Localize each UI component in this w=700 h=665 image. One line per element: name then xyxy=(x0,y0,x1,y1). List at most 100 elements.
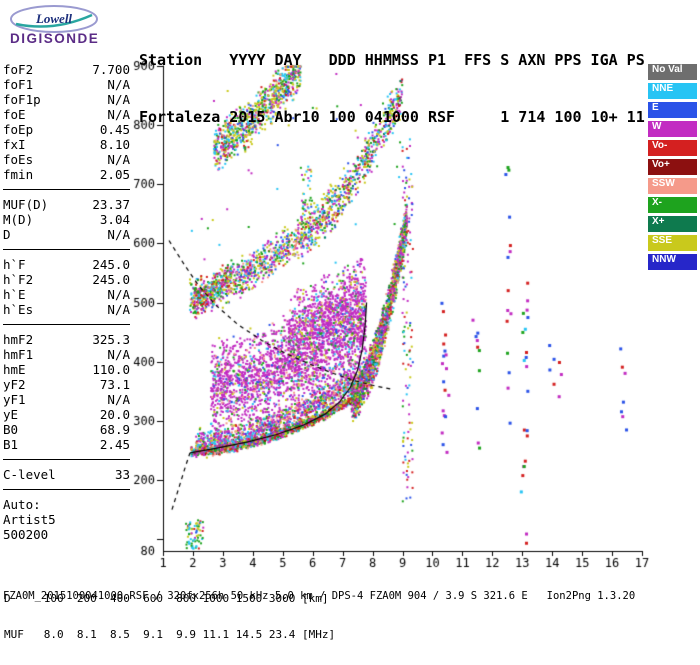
ionogram-plot-canvas xyxy=(0,0,700,600)
parameter-row: h`F 245.0 xyxy=(3,257,130,272)
parameter-label: D xyxy=(3,227,11,242)
parameter-value: 3.04 xyxy=(99,212,130,227)
parameter-value: 110.0 xyxy=(92,362,130,377)
parameter-value: 23.37 xyxy=(92,197,130,212)
parameter-row: foF1 N/A xyxy=(3,77,130,92)
parameter-row: h`Es N/A xyxy=(3,302,130,317)
legend-item-sse: SSE xyxy=(648,235,697,251)
parameter-label: M(D) xyxy=(3,212,34,227)
parameter-row: fxI 8.10 xyxy=(3,137,130,152)
parameter-value: 245.0 xyxy=(92,257,130,272)
dmuf-muf-row: MUF 8.0 8.1 8.5 9.1 9.9 11.1 14.5 23.4 [… xyxy=(4,628,336,641)
autoscaling-info-text: Artist5 xyxy=(3,512,56,527)
logo-text-digisonde: DIGISONDE xyxy=(10,31,99,46)
parameter-value: 7.700 xyxy=(92,62,130,77)
parameter-value: N/A xyxy=(107,392,130,407)
parameter-label: yF1 xyxy=(3,392,26,407)
parameter-row: hmE 110.0 xyxy=(3,362,130,377)
legend-item-x+: X+ xyxy=(648,216,697,232)
logo-oval xyxy=(10,5,98,33)
parameter-row: yF1 N/A xyxy=(3,392,130,407)
logo-text-lowell: Lowell xyxy=(35,11,72,26)
parameter-label: C-level xyxy=(3,467,56,482)
parameter-label: h`F xyxy=(3,257,26,272)
panel-separator xyxy=(3,459,130,460)
autoscaling-info-line: Artist5 xyxy=(3,512,130,527)
parameter-label: foF1p xyxy=(3,92,41,107)
header-column-titles: Station YYYY DAY DDD HHMMSS P1 FFS S AXN… xyxy=(139,51,645,69)
autoscaling-info-line: 500200 xyxy=(3,527,130,542)
parameter-value: 20.0 xyxy=(99,407,130,422)
parameter-label: foF1 xyxy=(3,77,34,92)
station-header: Station YYYY DAY DDD HHMMSS P1 FFS S AXN… xyxy=(139,13,645,165)
autoscaling-info-text: Auto: xyxy=(3,497,41,512)
parameter-label: fmin xyxy=(3,167,34,182)
parameter-value: N/A xyxy=(107,92,130,107)
parameter-value: N/A xyxy=(107,227,130,242)
parameter-label: B0 xyxy=(3,422,19,437)
parameter-value: 2.45 xyxy=(99,437,130,452)
autoscaling-info-line: Auto: xyxy=(3,497,130,512)
parameter-label: yF2 xyxy=(3,377,26,392)
legend-item-e: E xyxy=(648,102,697,118)
autoscaling-info-text: 500200 xyxy=(3,527,49,542)
parameter-row: foEp 0.45 xyxy=(3,122,130,137)
legend-item-no-val: No Val xyxy=(648,64,697,80)
parameter-value: 33 xyxy=(114,467,130,482)
parameter-value: 245.0 xyxy=(92,272,130,287)
parameter-value: 2.05 xyxy=(99,167,130,182)
parameter-panel: foF2 7.700 foF1 N/A foF1p N/A foE N/A foEp 0.45 fx… xyxy=(3,62,130,542)
parameter-value: N/A xyxy=(107,152,130,167)
ionogram-window: Lowell DIGISONDE Station YYYY DAY DDD HH… xyxy=(0,0,700,641)
parameter-value: 8.10 xyxy=(99,137,130,152)
parameter-row: h`E N/A xyxy=(3,287,130,302)
parameter-label: h`F2 xyxy=(3,272,34,287)
status-line: FZA0M_2015100041000.RSF / 320fx256h 50 k… xyxy=(3,590,636,602)
panel-separator xyxy=(3,189,130,190)
parameter-label: hmF2 xyxy=(3,332,34,347)
parameter-value: N/A xyxy=(107,347,130,362)
parameter-row: foF2 7.700 xyxy=(3,62,130,77)
parameter-value: N/A xyxy=(107,107,130,122)
parameter-label: h`Es xyxy=(3,302,34,317)
parameter-row: MUF(D) 23.37 xyxy=(3,197,130,212)
parameter-row: h`F2 245.0 xyxy=(3,272,130,287)
parameter-row: B0 68.9 xyxy=(3,422,130,437)
legend-item-vo+: Vo+ xyxy=(648,159,697,175)
parameter-value: N/A xyxy=(107,287,130,302)
parameter-value: 68.9 xyxy=(99,422,130,437)
parameter-label: h`E xyxy=(3,287,26,302)
parameter-row: foE N/A xyxy=(3,107,130,122)
parameter-value: 325.3 xyxy=(92,332,130,347)
legend-item-x-: X- xyxy=(648,197,697,213)
parameter-label: MUF(D) xyxy=(3,197,49,212)
panel-separator xyxy=(3,489,130,490)
dmuf-table: D 100 200 400 600 800 1000 1500 3000 [km… xyxy=(4,569,335,665)
parameter-label: foF2 xyxy=(3,62,34,77)
parameter-row: yF2 73.1 xyxy=(3,377,130,392)
panel-separator xyxy=(3,324,130,325)
parameter-row: hmF1 N/A xyxy=(3,347,130,362)
parameter-row: hmF2 325.3 xyxy=(3,332,130,347)
parameter-label: fxI xyxy=(3,137,26,152)
panel-separator xyxy=(3,249,130,250)
parameter-row: foF1p N/A xyxy=(3,92,130,107)
parameter-value: 73.1 xyxy=(99,377,130,392)
legend-item-nne: NNE xyxy=(648,83,697,99)
parameter-label: foE xyxy=(3,107,26,122)
parameter-row: yE 20.0 xyxy=(3,407,130,422)
legend-item-nnw: NNW xyxy=(648,254,697,270)
parameter-label: foEs xyxy=(3,152,34,167)
parameter-label: hmF1 xyxy=(3,347,34,362)
parameter-row: C-level 33 xyxy=(3,467,130,482)
parameter-row: foEs N/A xyxy=(3,152,130,167)
parameter-value: N/A xyxy=(107,77,130,92)
legend-item-ssw: SSW xyxy=(648,178,697,194)
parameter-row: B1 2.45 xyxy=(3,437,130,452)
parameter-label: hmE xyxy=(3,362,26,377)
parameter-label: foEp xyxy=(3,122,34,137)
legend-item-w: W xyxy=(648,121,697,137)
parameter-row: M(D) 3.04 xyxy=(3,212,130,227)
lowell-digisonde-logo: Lowell DIGISONDE xyxy=(10,5,99,46)
parameter-value: 0.45 xyxy=(99,122,130,137)
